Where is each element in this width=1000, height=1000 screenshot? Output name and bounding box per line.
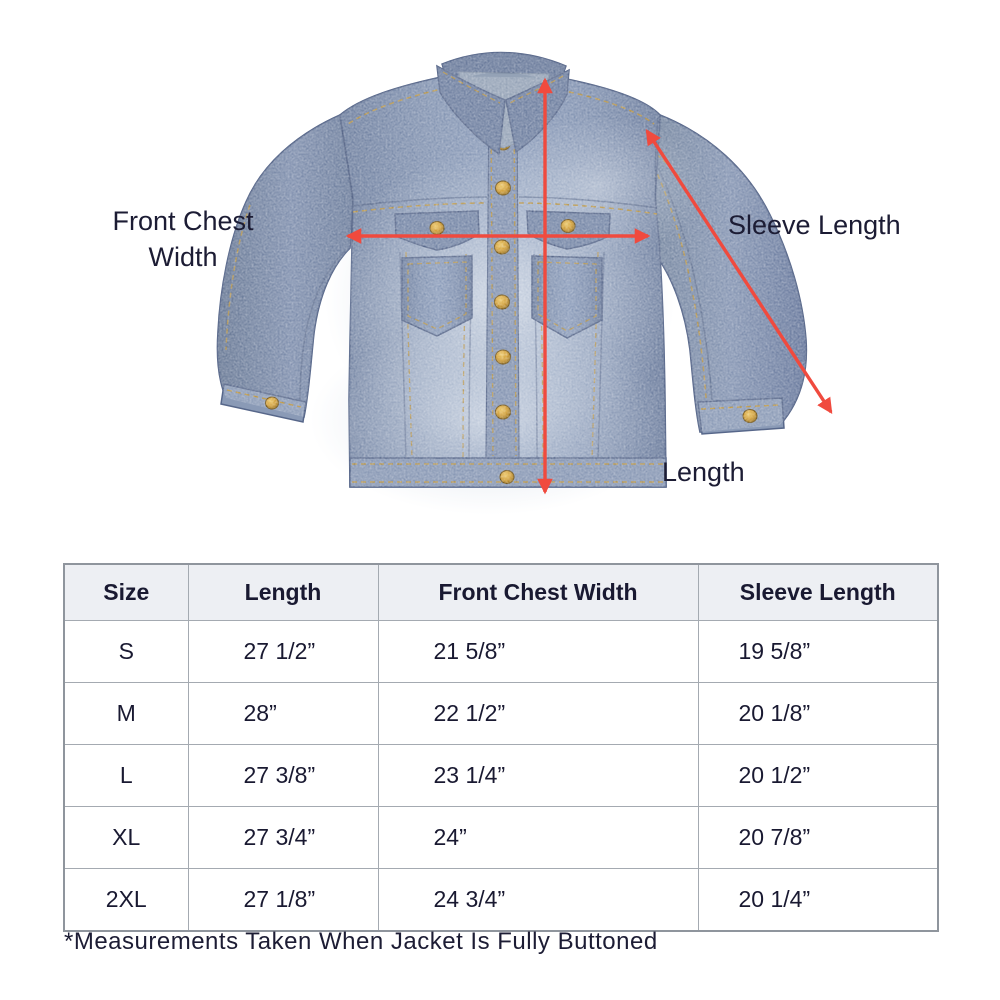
- front-chest-width-cell: 24 3/4”: [377, 868, 699, 932]
- length-cell: 27 3/4”: [187, 806, 379, 869]
- front-chest-width-cell: 22 1/2”: [377, 682, 699, 745]
- size-cell: 2XL: [63, 868, 189, 932]
- header-size: Size: [63, 563, 189, 621]
- sleeve-length-label: Sleeve Length: [728, 210, 901, 240]
- sleeve-length-arrow: [645, 129, 833, 414]
- size-cell: L: [63, 744, 189, 807]
- measurement-footnote: *Measurements Taken When Jacket Is Fully…: [64, 928, 658, 955]
- size-cell: S: [63, 620, 189, 683]
- size-table: Size Length Front Chest Width Sleeve Len…: [63, 563, 939, 932]
- length-cell: 27 1/8”: [187, 868, 379, 932]
- front-chest-width-label: Front Chest Width: [112, 206, 254, 272]
- table-row: M 28” 22 1/2” 20 1/8”: [63, 682, 939, 745]
- sleeve-length-cell: 19 5/8”: [697, 620, 939, 683]
- size-table-header: Size Length Front Chest Width Sleeve Len…: [63, 563, 939, 621]
- sleeve-length-cell: 20 7/8”: [697, 806, 939, 869]
- length-cell: 27 1/2”: [187, 620, 379, 683]
- jacket-measurement-diagram: Front Chest Width Sleeve Length Length: [112, 51, 901, 515]
- front-chest-width-cell: 23 1/4”: [377, 744, 699, 807]
- size-cell: XL: [63, 806, 189, 869]
- front-chest-width-cell: 21 5/8”: [377, 620, 699, 683]
- table-row: XL 27 3/4” 24” 20 7/8”: [63, 806, 939, 869]
- sleeve-length-cell: 20 1/4”: [697, 868, 939, 932]
- sleeve-length-cell: 20 1/8”: [697, 682, 939, 745]
- table-row: 2XL 27 1/8” 24 3/4” 20 1/4”: [63, 868, 939, 932]
- table-row: S 27 1/2” 21 5/8” 19 5/8”: [63, 620, 939, 683]
- table-row: L 27 3/8” 23 1/4” 20 1/2”: [63, 744, 939, 807]
- length-label: Length: [662, 457, 745, 487]
- header-front-chest-width: Front Chest Width: [377, 563, 699, 621]
- header-length: Length: [187, 563, 379, 621]
- denim-jacket-illustration: [216, 51, 833, 515]
- size-table-body: S 27 1/2” 21 5/8” 19 5/8” M 28” 22 1/2” …: [63, 620, 939, 932]
- sleeve-length-cell: 20 1/2”: [697, 744, 939, 807]
- front-chest-width-cell: 24”: [377, 806, 699, 869]
- header-sleeve-length: Sleeve Length: [697, 563, 939, 621]
- size-cell: M: [63, 682, 189, 745]
- length-cell: 28”: [187, 682, 379, 745]
- length-cell: 27 3/8”: [187, 744, 379, 807]
